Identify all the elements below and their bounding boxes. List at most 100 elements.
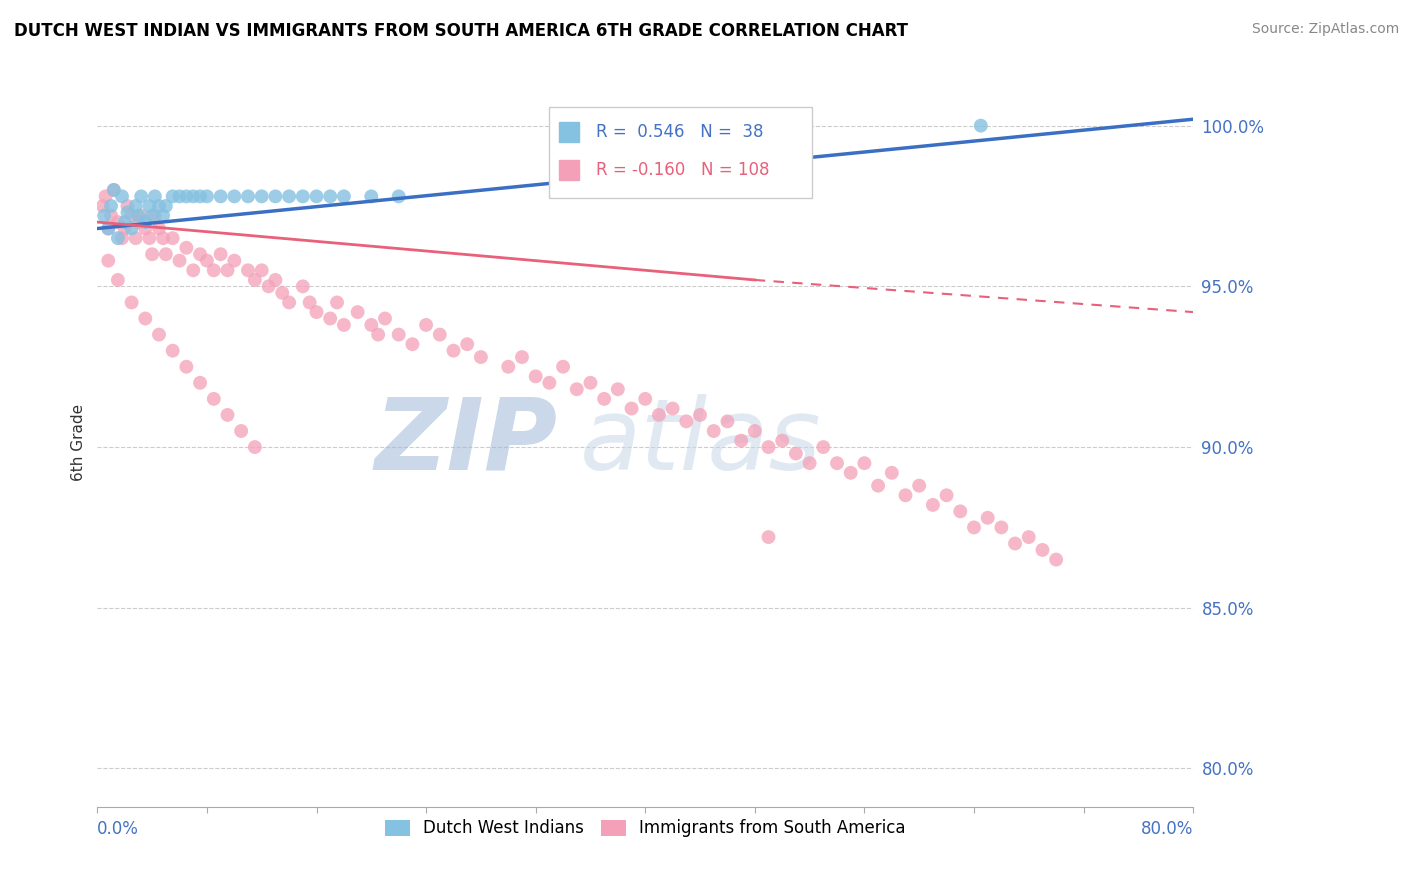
Point: [346, 305, 368, 319]
Point: [730, 434, 752, 448]
Point: [388, 327, 411, 342]
Point: [148, 327, 170, 342]
Text: atlas: atlas: [579, 393, 821, 491]
Point: [970, 119, 993, 133]
Point: [799, 456, 821, 470]
Point: [456, 337, 478, 351]
Point: [169, 189, 191, 203]
Point: [103, 183, 125, 197]
Point: [111, 189, 134, 203]
Point: [181, 189, 204, 203]
Point: [305, 189, 328, 203]
Point: [825, 456, 848, 470]
Point: [744, 424, 766, 438]
Point: [162, 189, 184, 203]
Point: [188, 376, 211, 390]
Point: [935, 488, 957, 502]
Point: [129, 189, 152, 203]
Point: [963, 520, 986, 534]
Point: [125, 199, 148, 213]
Point: [271, 285, 294, 300]
Point: [127, 209, 149, 223]
Point: [125, 231, 148, 245]
Legend: Dutch West Indians, Immigrants from South America: Dutch West Indians, Immigrants from Sout…: [378, 813, 912, 844]
Point: [100, 199, 122, 213]
Point: [162, 343, 184, 358]
Point: [949, 504, 972, 518]
Point: [319, 189, 342, 203]
Point: [93, 209, 115, 223]
Point: [401, 337, 423, 351]
Point: [141, 247, 163, 261]
Point: [152, 209, 174, 223]
Point: [121, 209, 143, 223]
Point: [429, 327, 451, 342]
Point: [97, 253, 120, 268]
Point: [716, 414, 738, 428]
Point: [195, 189, 218, 203]
Point: [188, 189, 211, 203]
Point: [443, 343, 465, 358]
Point: [1031, 543, 1053, 558]
Point: [976, 510, 998, 524]
Point: [162, 231, 184, 245]
Point: [305, 305, 328, 319]
Point: [117, 199, 139, 213]
Point: [176, 359, 198, 374]
Point: [388, 189, 411, 203]
Point: [121, 295, 143, 310]
Point: [319, 311, 342, 326]
Point: [634, 392, 657, 406]
Point: [278, 295, 301, 310]
Point: [121, 221, 143, 235]
Point: [326, 295, 349, 310]
Point: [209, 247, 232, 261]
Point: [217, 408, 239, 422]
Point: [689, 408, 711, 422]
Point: [593, 392, 616, 406]
Point: [374, 311, 396, 326]
Point: [97, 221, 120, 235]
Point: [415, 318, 437, 332]
Point: [188, 247, 211, 261]
Point: [236, 189, 259, 203]
Point: [785, 446, 807, 460]
Point: [114, 221, 136, 235]
Point: [1045, 552, 1067, 566]
Point: [813, 440, 835, 454]
Point: [990, 520, 1012, 534]
Point: [155, 199, 177, 213]
Point: [538, 376, 561, 390]
Point: [333, 318, 356, 332]
Point: [496, 359, 519, 374]
Text: R = -0.160   N = 108: R = -0.160 N = 108: [596, 161, 769, 179]
Point: [236, 263, 259, 277]
Point: [155, 247, 177, 261]
Y-axis label: 6th Grade: 6th Grade: [72, 404, 86, 481]
Point: [91, 199, 114, 213]
Point: [1004, 536, 1026, 550]
Point: [114, 215, 136, 229]
Point: [141, 209, 163, 223]
Point: [195, 253, 218, 268]
Point: [278, 189, 301, 203]
Point: [243, 440, 266, 454]
Text: Source: ZipAtlas.com: Source: ZipAtlas.com: [1251, 22, 1399, 37]
Point: [360, 189, 382, 203]
Point: [243, 273, 266, 287]
Point: [181, 263, 204, 277]
Point: [134, 221, 156, 235]
Text: 0.0%: 0.0%: [97, 820, 139, 838]
Point: [94, 189, 117, 203]
FancyBboxPatch shape: [548, 107, 811, 198]
Point: [770, 434, 793, 448]
Point: [100, 209, 122, 223]
Point: [1018, 530, 1040, 544]
Point: [264, 189, 287, 203]
Point: [250, 189, 273, 203]
Point: [143, 209, 166, 223]
Point: [868, 478, 890, 492]
Point: [839, 466, 862, 480]
Point: [176, 241, 198, 255]
Point: [217, 263, 239, 277]
